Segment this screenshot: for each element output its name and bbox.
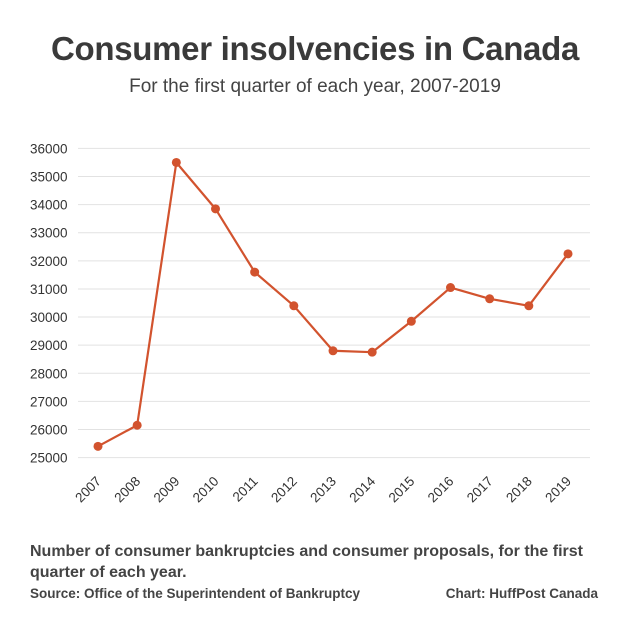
y-tick-label-31000: 31000 [30,282,68,297]
y-tick-label-27000: 27000 [30,394,68,409]
data-point-2011 [250,267,260,277]
series-points [93,157,573,451]
data-point-2018 [524,301,534,311]
x-tick-label-2008: 2008 [111,474,143,506]
y-tick-label-26000: 26000 [30,422,68,437]
x-tick-label-2016: 2016 [425,474,457,506]
x-tick-label-2010: 2010 [190,474,222,506]
data-point-2007 [93,441,103,451]
data-point-2016 [446,283,455,293]
y-tick-label-28000: 28000 [30,366,68,381]
data-point-2013 [328,346,338,356]
chart-note: Number of consumer bankruptcies and cons… [30,543,583,581]
x-tick-label-2015: 2015 [386,474,418,506]
y-tick-label-25000: 25000 [30,451,68,466]
x-tick-label-2007: 2007 [72,474,104,506]
gridlines [78,147,590,459]
data-point-2017 [485,294,495,304]
x-tick-label-2012: 2012 [268,474,300,506]
x-tick-label-2019: 2019 [542,474,574,506]
x-tick-label-2011: 2011 [230,474,261,505]
y-axis: 25000 26000 27000 28000 29000 30000 31000 32000… [30,141,68,465]
x-tick-label-2013: 2013 [307,474,339,506]
y-tick-label-30000: 30000 [30,310,68,325]
y-tick-label-36000: 36000 [30,141,68,156]
credit-text: Chart: HuffPost Canada [445,586,598,601]
x-tick-label-2018: 2018 [503,474,535,506]
source-text: Source: Office of the Superintendent of … [30,586,361,601]
data-point-2019 [563,249,573,259]
data-point-2009 [171,157,181,167]
x-axis: 2007 2008 2009 2010 2011 2012 2013 2014 2015 2016… [72,473,574,505]
data-point-2008 [132,420,142,430]
data-point-2012 [289,301,299,311]
line-chart: 25000 26000 27000 28000 29000 30000 31000 32000… [30,141,590,505]
data-point-2015 [406,316,416,326]
chart-title: Consumer insolvencies in Canada [50,30,580,67]
y-tick-label-34000: 34000 [30,198,68,213]
data-point-2010 [211,204,220,214]
y-tick-label-35000: 35000 [30,170,68,185]
x-tick-label-2009: 2009 [151,474,183,506]
data-point-2014 [367,347,377,357]
y-tick-label-29000: 29000 [30,338,68,353]
x-tick-label-2014: 2014 [346,473,378,505]
x-tick-label-2017: 2017 [464,474,496,506]
chart-subtitle: For the first quarter of each year, 2007… [129,76,501,97]
y-tick-label-32000: 32000 [30,254,68,269]
y-tick-label-33000: 33000 [30,226,68,241]
